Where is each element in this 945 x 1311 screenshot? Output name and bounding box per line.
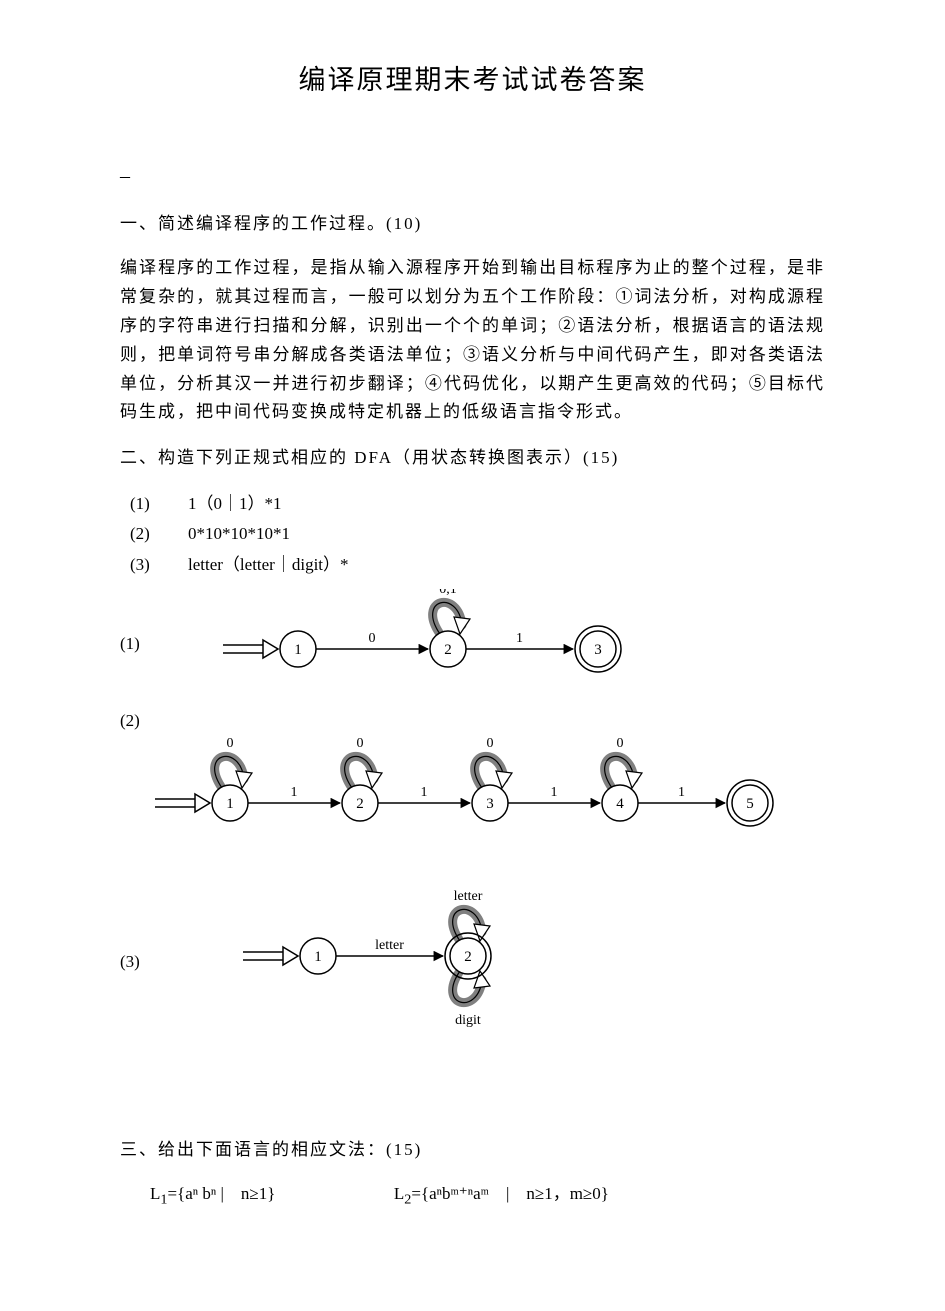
svg-text:2: 2 — [465, 949, 473, 965]
q2-item-1-num: (1) — [130, 489, 170, 520]
svg-text:1: 1 — [421, 785, 428, 800]
q3-l2-body: ={aⁿbᵐ⁺ⁿaᵐ | n≥1，m≥0} — [411, 1184, 609, 1203]
svg-text:1: 1 — [516, 631, 523, 646]
dfa2-label: (2) — [120, 708, 164, 734]
q3-l1-body: ={aⁿ bⁿ | n≥1} — [167, 1184, 275, 1203]
q2-item-2-expr: 0*10*10*10*1 — [188, 519, 290, 550]
svg-text:1: 1 — [315, 949, 323, 965]
q2-item-3-expr: letter（letter｜digit）* — [188, 550, 349, 581]
svg-text:3: 3 — [486, 796, 494, 812]
svg-text:1: 1 — [226, 796, 234, 812]
q2-item-2: (2) 0*10*10*10*1 — [130, 519, 825, 550]
svg-text:4: 4 — [616, 796, 624, 812]
svg-text:3: 3 — [595, 642, 603, 658]
dfa2-block: (2) 0 0 0 0 1 1 1 1 1 2 3 4 5 — [120, 707, 825, 854]
q1-heading: 一、简述编译程序的工作过程。(10) — [120, 211, 825, 237]
dfa3-label: (3) — [120, 949, 164, 975]
svg-text:0: 0 — [357, 736, 364, 751]
svg-text:digit: digit — [455, 1013, 481, 1028]
dfa3-diagram: letter digit letter 1 2 — [168, 861, 588, 1061]
q2-item-3: (3) letter（letter｜digit）* — [130, 550, 825, 581]
svg-text:0,1: 0,1 — [440, 589, 458, 597]
svg-text:5: 5 — [746, 796, 754, 812]
svg-text:letter: letter — [454, 889, 483, 904]
dash-mark: – — [120, 161, 825, 191]
q2-item-3-num: (3) — [130, 550, 170, 581]
q2-item-2-num: (2) — [130, 519, 170, 550]
svg-text:letter: letter — [375, 938, 404, 953]
dfa2-diagram: 0 0 0 0 1 1 1 1 1 2 3 4 5 — [120, 733, 800, 853]
svg-text:0: 0 — [487, 736, 494, 751]
q3-languages: L1={aⁿ bⁿ | n≥1} L2={aⁿbᵐ⁺ⁿaᵐ | n≥1，m≥0} — [150, 1181, 825, 1211]
q3-l2: L2={aⁿbᵐ⁺ⁿaᵐ | n≥1，m≥0} — [394, 1184, 609, 1203]
svg-text:1: 1 — [295, 642, 303, 658]
svg-text:2: 2 — [356, 796, 364, 812]
dfa1-label: (1) — [120, 631, 164, 657]
svg-text:1: 1 — [678, 785, 685, 800]
q2-item-list: (1) 1（0｜1）*1 (2) 0*10*10*10*1 (3) letter… — [130, 489, 825, 581]
page-title: 编译原理期末考试试卷答案 — [120, 60, 825, 101]
q3-heading: 三、给出下面语言的相应文法：(15) — [120, 1137, 825, 1163]
q2-item-1: (1) 1（0｜1）*1 — [130, 489, 825, 520]
document-page: 编译原理期末考试试卷答案 – 一、简述编译程序的工作过程。(10) 编译程序的工… — [0, 0, 945, 1251]
q3-l1: L1={aⁿ bⁿ | n≥1} — [150, 1184, 280, 1203]
q2-item-1-expr: 1（0｜1）*1 — [188, 489, 282, 520]
dfa1-diagram: 0,1 0 1 1 2 3 — [168, 589, 688, 699]
svg-text:0: 0 — [617, 736, 624, 751]
dfa1-block: (1) 0,1 0 1 1 2 3 — [120, 589, 825, 699]
svg-text:1: 1 — [291, 785, 298, 800]
q3-l2-prefix: L — [394, 1184, 404, 1203]
svg-text:0: 0 — [227, 736, 234, 751]
svg-text:1: 1 — [551, 785, 558, 800]
dfa3-block: (3) letter digit letter 1 2 — [120, 861, 825, 1061]
svg-text:0: 0 — [369, 631, 376, 646]
q1-body: 编译程序的工作过程，是指从输入源程序开始到输出目标程序为止的整个过程，是非常复杂… — [120, 254, 825, 427]
q3-l1-prefix: L — [150, 1184, 160, 1203]
q2-heading: 二、构造下列正规式相应的 DFA（用状态转换图表示）(15) — [120, 445, 825, 471]
svg-text:2: 2 — [445, 642, 453, 658]
